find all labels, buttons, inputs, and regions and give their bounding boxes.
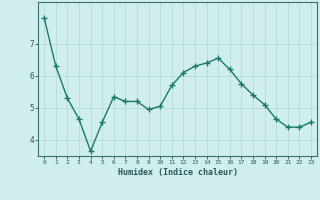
X-axis label: Humidex (Indice chaleur): Humidex (Indice chaleur) [118,168,238,177]
